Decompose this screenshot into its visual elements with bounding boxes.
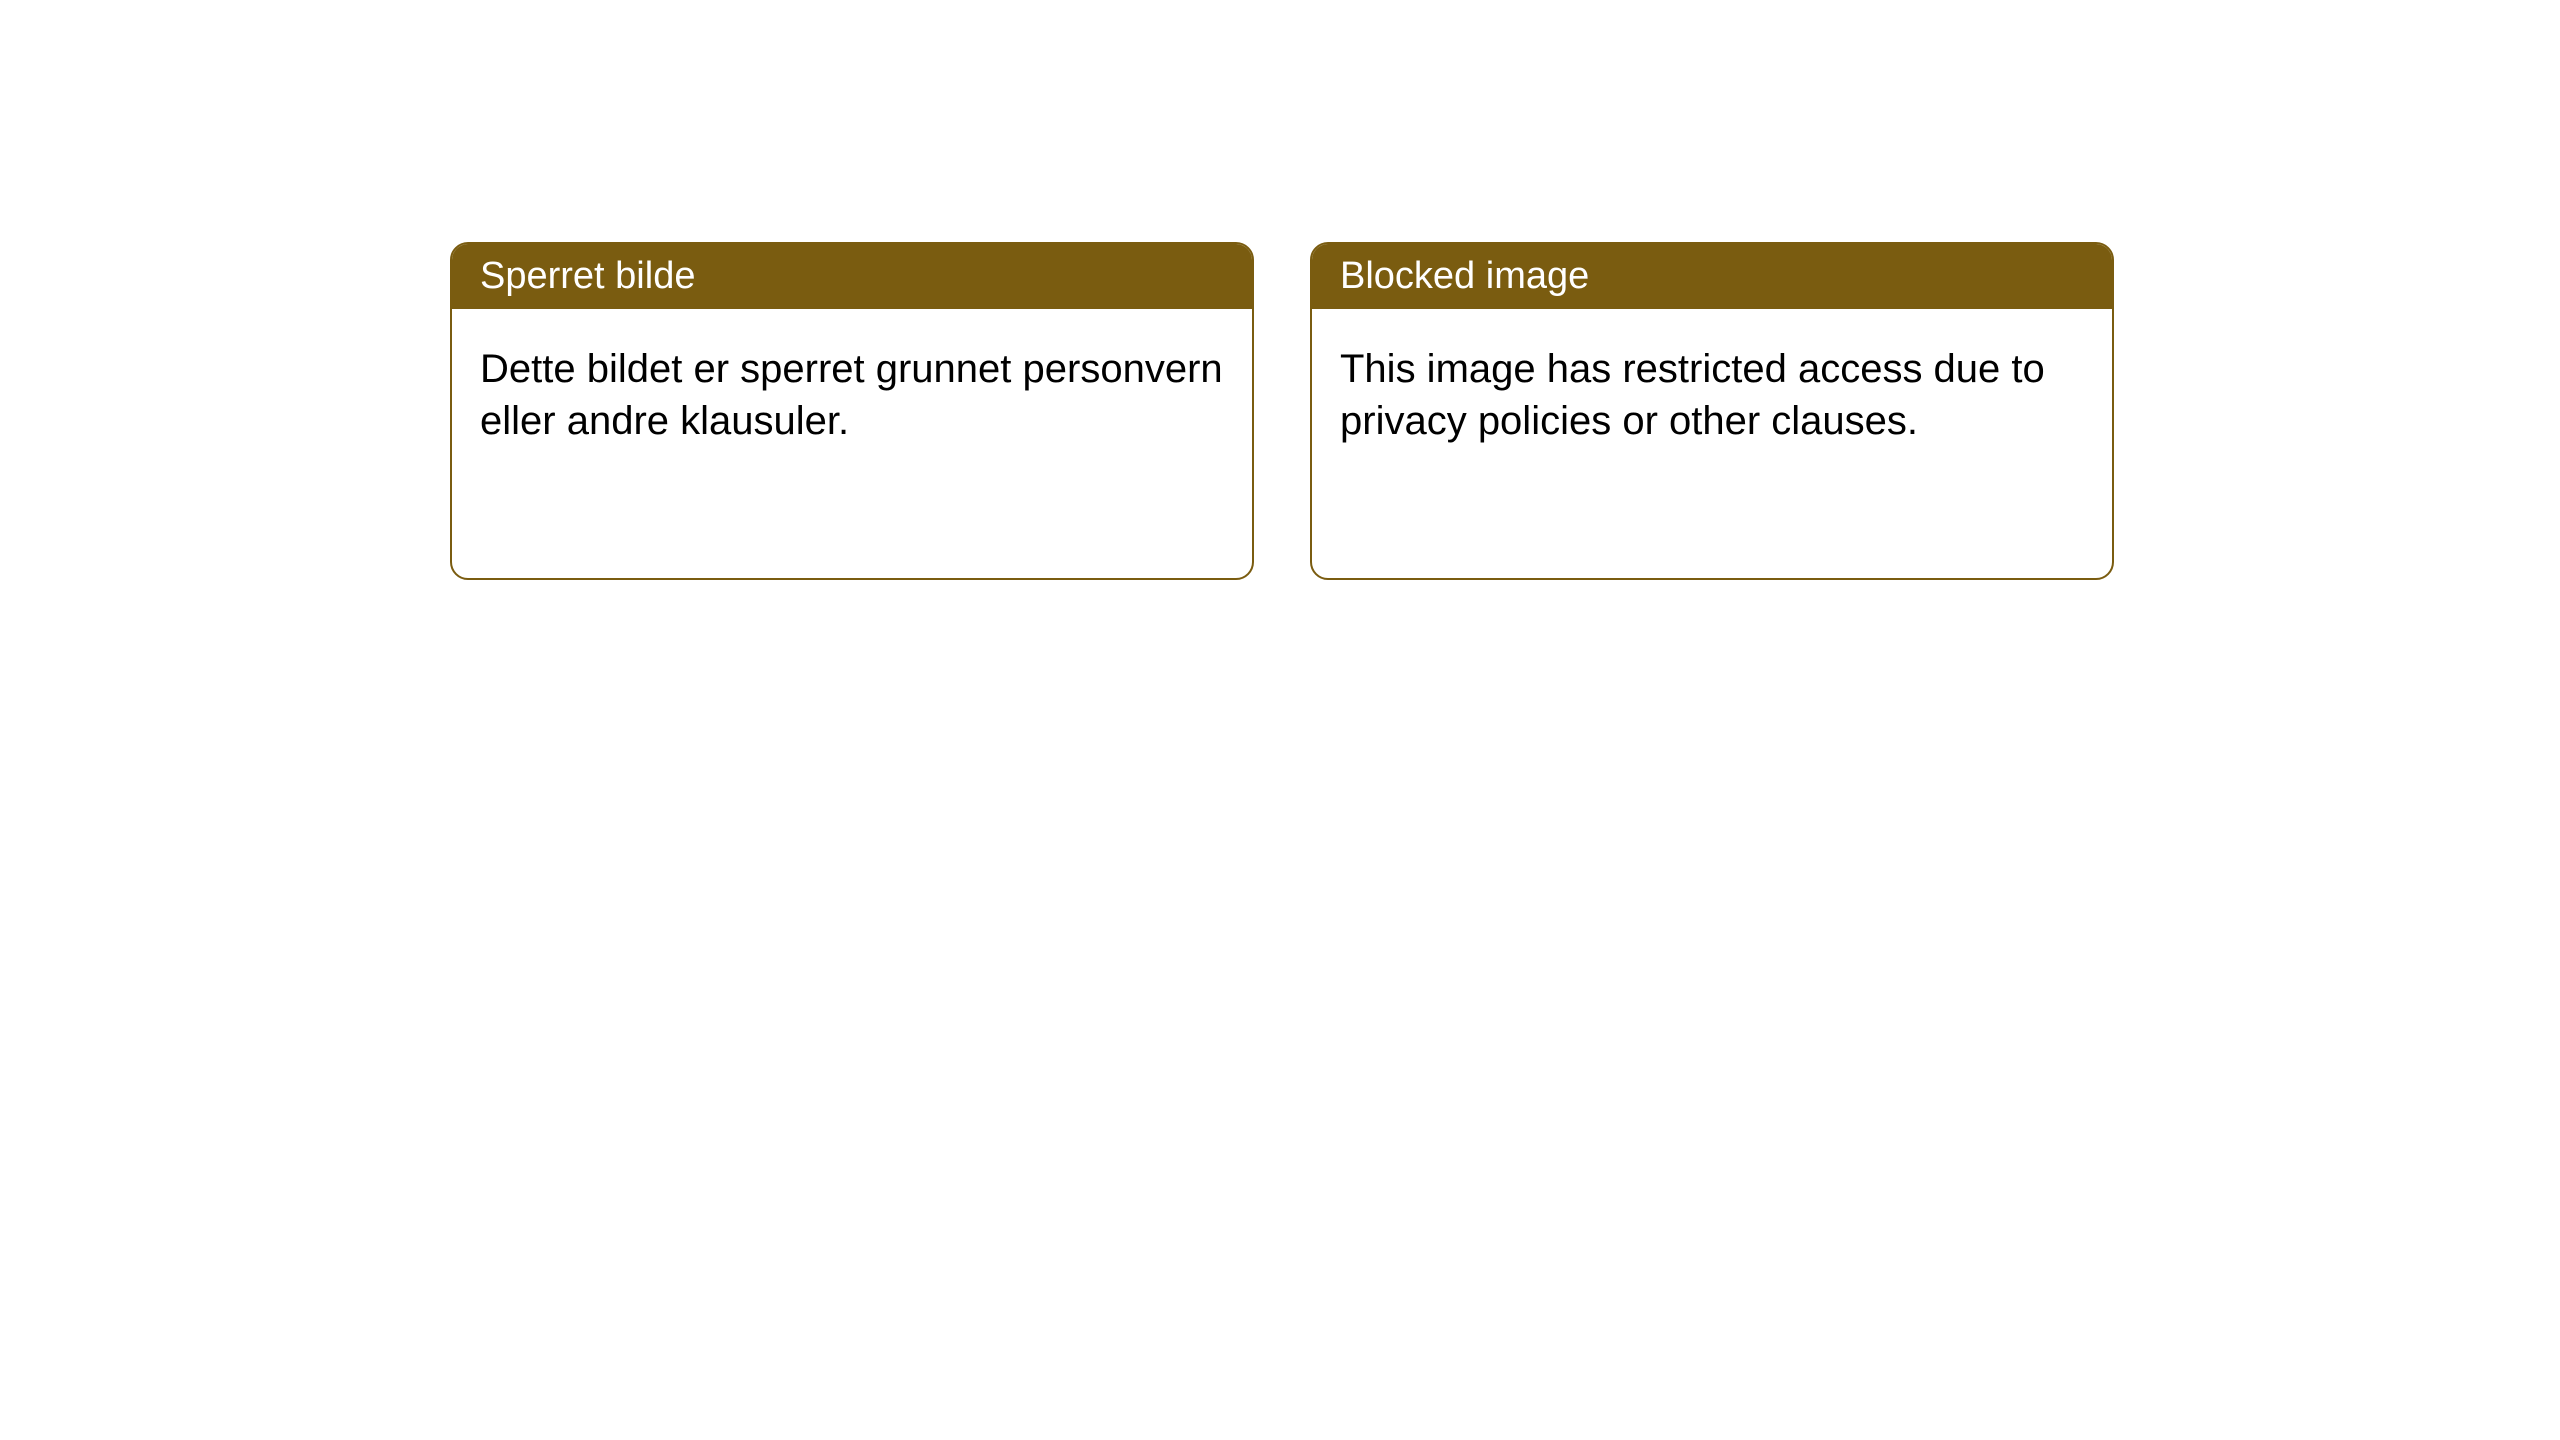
card-body-text: This image has restricted access due to … [1340, 347, 2045, 443]
notice-cards-container: Sperret bilde Dette bildet er sperret gr… [0, 0, 2560, 580]
card-body: Dette bildet er sperret grunnet personve… [452, 309, 1252, 481]
card-title: Sperret bilde [480, 255, 695, 297]
card-title: Blocked image [1340, 255, 1589, 297]
card-header: Blocked image [1312, 244, 2112, 309]
notice-card-english: Blocked image This image has restricted … [1310, 242, 2114, 580]
card-header: Sperret bilde [452, 244, 1252, 309]
card-body-text: Dette bildet er sperret grunnet personve… [480, 347, 1223, 443]
notice-card-norwegian: Sperret bilde Dette bildet er sperret gr… [450, 242, 1254, 580]
card-body: This image has restricted access due to … [1312, 309, 2112, 481]
